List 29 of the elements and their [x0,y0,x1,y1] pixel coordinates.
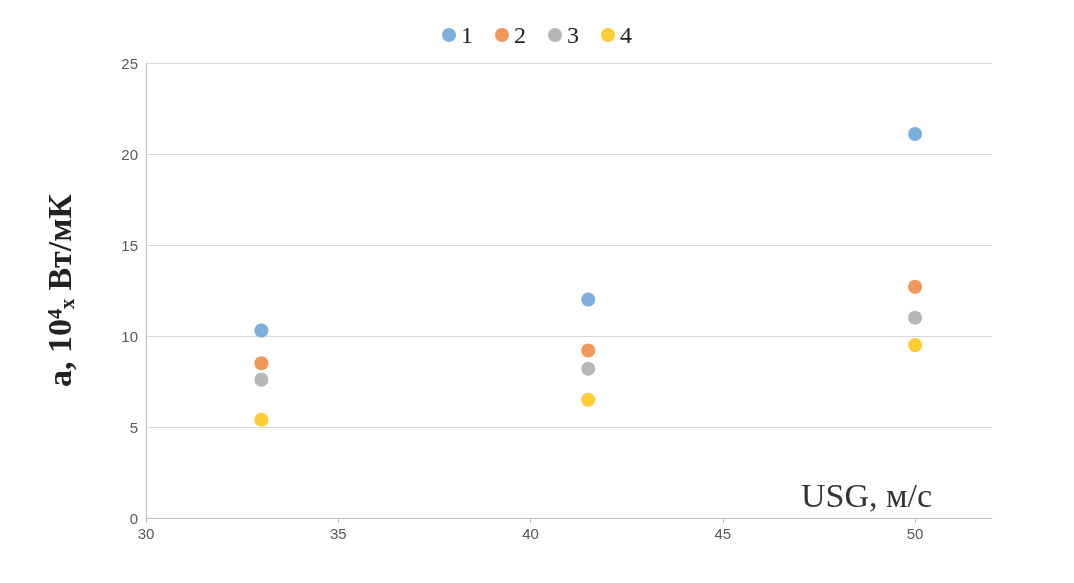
y-tick-label: 5 [129,418,138,436]
legend-label: 4 [620,22,632,48]
legend-label: 3 [567,22,579,48]
point [581,392,596,407]
x-tick-label: 50 [906,525,924,542]
y-tick-label: 25 [121,54,138,72]
legend-label: 1 [461,22,473,48]
point [908,338,923,353]
point [908,126,923,141]
point [254,356,269,371]
y-tick-label: 10 [121,327,138,345]
x-tick-label: 40 [522,525,539,542]
point [908,279,923,294]
point [254,372,269,387]
x-tick-label: 45 [714,525,732,542]
point [254,323,269,338]
point [581,361,596,376]
legend-label: 2 [514,22,526,48]
y-axis-title: a, 10⁴ₓ Вт/мК [40,193,78,388]
x-tick-label: 35 [329,525,347,542]
y-tick-label: 20 [121,145,138,163]
point [254,412,269,427]
y-tick-label: 0 [129,509,138,527]
point [908,310,923,325]
x-tick-label: 30 [137,525,155,542]
y-tick-label: 15 [121,236,138,254]
point [581,343,596,358]
point [581,292,596,307]
x-axis-title: USG, м/с [800,476,932,514]
